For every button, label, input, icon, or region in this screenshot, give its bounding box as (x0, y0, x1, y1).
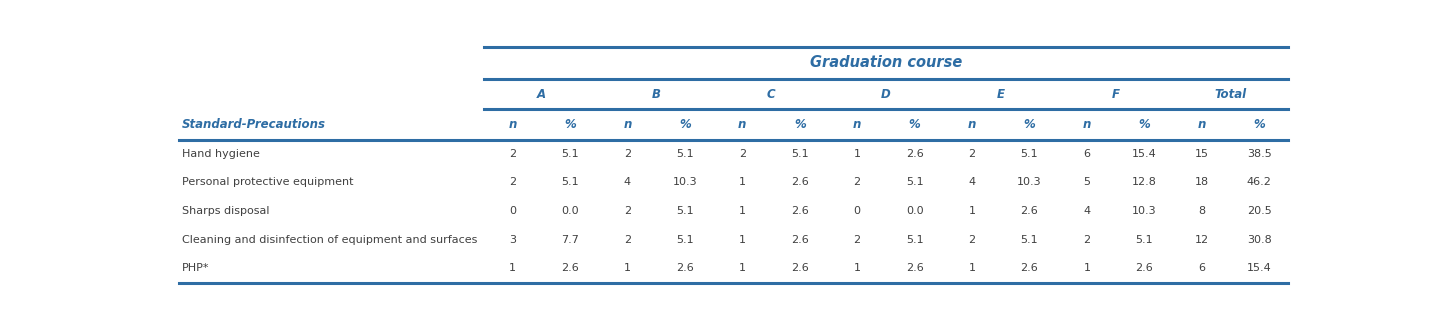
Text: 2: 2 (509, 177, 517, 187)
Text: F: F (1112, 88, 1119, 101)
Text: 5.1: 5.1 (561, 149, 578, 159)
Text: 5.1: 5.1 (906, 177, 923, 187)
Text: 18: 18 (1195, 177, 1209, 187)
Text: %: % (1254, 118, 1265, 131)
Text: 15.4: 15.4 (1132, 149, 1156, 159)
Text: n: n (967, 118, 976, 131)
Text: 1: 1 (1083, 263, 1090, 273)
Text: 6: 6 (1083, 149, 1090, 159)
Text: 1: 1 (509, 263, 517, 273)
Text: 0: 0 (509, 206, 517, 216)
Text: Hand hygiene: Hand hygiene (182, 149, 260, 159)
Text: 2: 2 (1083, 235, 1090, 245)
Text: 3: 3 (509, 235, 517, 245)
Text: 5.1: 5.1 (675, 235, 694, 245)
Text: 5.1: 5.1 (791, 149, 809, 159)
Text: 30.8: 30.8 (1246, 235, 1272, 245)
Text: 4: 4 (1083, 206, 1090, 216)
Text: 10.3: 10.3 (1132, 206, 1156, 216)
Text: 5.1: 5.1 (1136, 235, 1153, 245)
Text: 5.1: 5.1 (1020, 149, 1039, 159)
Text: A: A (537, 88, 545, 101)
Text: 2.6: 2.6 (1135, 263, 1153, 273)
Text: D: D (881, 88, 890, 101)
Text: n: n (853, 118, 861, 131)
Text: 38.5: 38.5 (1246, 149, 1272, 159)
Text: 2.6: 2.6 (1020, 206, 1039, 216)
Text: 2: 2 (969, 149, 976, 159)
Text: 4: 4 (969, 177, 976, 187)
Text: 1: 1 (738, 177, 746, 187)
Text: 5.1: 5.1 (675, 206, 694, 216)
Text: 2: 2 (738, 149, 746, 159)
Text: Sharps disposal: Sharps disposal (182, 206, 269, 216)
Text: 1: 1 (854, 263, 860, 273)
Text: n: n (1083, 118, 1090, 131)
Text: n: n (738, 118, 747, 131)
Text: Standard-Precautions: Standard-Precautions (182, 118, 326, 131)
Text: 1: 1 (969, 263, 976, 273)
Text: 1: 1 (969, 206, 976, 216)
Text: 1: 1 (738, 235, 746, 245)
Text: 2.6: 2.6 (791, 206, 809, 216)
Text: B: B (651, 88, 661, 101)
Text: 12.8: 12.8 (1132, 177, 1156, 187)
Text: PHP*: PHP* (182, 263, 210, 273)
Text: 2.6: 2.6 (791, 177, 809, 187)
Text: Personal protective equipment: Personal protective equipment (182, 177, 353, 187)
Text: %: % (1139, 118, 1151, 131)
Text: 2: 2 (854, 177, 860, 187)
Text: 2.6: 2.6 (791, 263, 809, 273)
Text: 1: 1 (738, 206, 746, 216)
Text: 0: 0 (854, 206, 860, 216)
Text: n: n (508, 118, 517, 131)
Text: 10.3: 10.3 (673, 177, 697, 187)
Text: 5.1: 5.1 (675, 149, 694, 159)
Text: 6: 6 (1198, 263, 1205, 273)
Text: n: n (624, 118, 631, 131)
Text: %: % (909, 118, 920, 131)
Text: 5.1: 5.1 (906, 235, 923, 245)
Text: E: E (997, 88, 1005, 101)
Text: 2.6: 2.6 (791, 235, 809, 245)
Text: 2.6: 2.6 (906, 263, 923, 273)
Text: 2.6: 2.6 (561, 263, 580, 273)
Text: 4: 4 (624, 177, 631, 187)
Text: 8: 8 (1198, 206, 1205, 216)
Text: 1: 1 (854, 149, 860, 159)
Text: 2.6: 2.6 (906, 149, 923, 159)
Text: C: C (767, 88, 776, 101)
Text: 7.7: 7.7 (561, 235, 580, 245)
Text: 1: 1 (624, 263, 631, 273)
Text: %: % (564, 118, 575, 131)
Text: Cleaning and disinfection of equipment and surfaces: Cleaning and disinfection of equipment a… (182, 235, 478, 245)
Text: 5: 5 (1083, 177, 1090, 187)
Text: 0.0: 0.0 (906, 206, 923, 216)
Text: %: % (1023, 118, 1036, 131)
Text: 2: 2 (624, 149, 631, 159)
Text: 5.1: 5.1 (561, 177, 578, 187)
Text: 15: 15 (1195, 149, 1209, 159)
Text: 5.1: 5.1 (1020, 235, 1039, 245)
Text: 2: 2 (509, 149, 517, 159)
Text: n: n (1198, 118, 1206, 131)
Text: 2: 2 (624, 206, 631, 216)
Text: 2: 2 (854, 235, 860, 245)
Text: 46.2: 46.2 (1246, 177, 1272, 187)
Text: Total: Total (1215, 88, 1246, 101)
Text: %: % (794, 118, 806, 131)
Text: 2.6: 2.6 (675, 263, 694, 273)
Text: Graduation course: Graduation course (810, 55, 962, 70)
Text: 20.5: 20.5 (1246, 206, 1272, 216)
Text: %: % (678, 118, 691, 131)
Text: 15.4: 15.4 (1246, 263, 1272, 273)
Text: 0.0: 0.0 (561, 206, 578, 216)
Text: 2.6: 2.6 (1020, 263, 1039, 273)
Text: 12: 12 (1195, 235, 1209, 245)
Text: 10.3: 10.3 (1017, 177, 1042, 187)
Text: 1: 1 (738, 263, 746, 273)
Text: 2: 2 (969, 235, 976, 245)
Text: 2: 2 (624, 235, 631, 245)
